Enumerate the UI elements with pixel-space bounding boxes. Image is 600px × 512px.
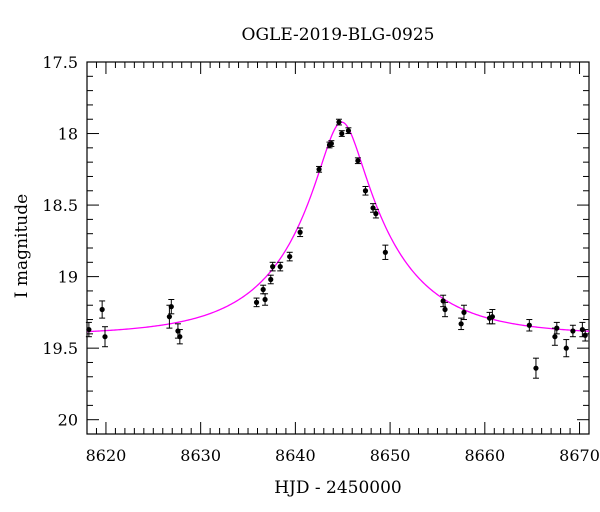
data-point (177, 334, 183, 340)
data-point (166, 314, 173, 320)
y-tick-label: 19.5 (42, 339, 78, 358)
plot-frame (86, 61, 590, 435)
data-point (253, 299, 260, 305)
tick-labels: 8620 8630 8640 8650 8660 8670 17.5 18 18.5 19 19.5… (42, 53, 600, 465)
data-point (533, 365, 539, 371)
data-point (260, 286, 266, 293)
data-point (570, 328, 576, 334)
y-tick-label: 19 (58, 268, 78, 287)
y-tick-label: 20 (58, 411, 78, 430)
data-point (336, 119, 342, 125)
data-point (526, 322, 532, 328)
data-point (382, 249, 388, 255)
chart-title: OGLE-2019-BLG-0925 (242, 25, 435, 45)
data-point (328, 140, 334, 147)
x-tick-label: 8670 (559, 446, 600, 465)
x-tick-label: 8660 (464, 446, 505, 465)
data-point (345, 128, 352, 134)
data-point (262, 296, 268, 303)
data-point (362, 188, 369, 194)
y-tick-label: 17.5 (42, 53, 78, 72)
data-point (582, 332, 588, 338)
x-tick-label: 8650 (370, 446, 411, 465)
data-point (86, 326, 92, 333)
y-tick-label: 18 (58, 125, 78, 144)
x-tick-label: 8640 (275, 446, 316, 465)
data-points (85, 118, 589, 379)
data-point (461, 309, 467, 315)
data-point (339, 130, 345, 137)
data-point (168, 304, 174, 310)
data-point (552, 334, 558, 340)
data-point (268, 276, 274, 283)
data-point (373, 211, 379, 217)
x-tick-label: 8620 (86, 446, 127, 465)
data-point (297, 229, 303, 235)
x-tick-label: 8630 (180, 446, 221, 465)
axis-ticks (86, 61, 590, 435)
data-point (554, 325, 560, 331)
data-point (99, 306, 105, 313)
data-point (458, 321, 464, 327)
data-point (442, 306, 448, 313)
data-point (270, 264, 276, 270)
y-axis-label: I magnitude (12, 194, 32, 298)
y-tick-label: 18.5 (42, 196, 78, 215)
model-curve (86, 121, 590, 333)
data-point (355, 158, 361, 164)
x-axis-label: HJD - 2450000 (274, 478, 402, 498)
data-point (489, 314, 495, 320)
data-point (277, 264, 283, 270)
data-point (316, 166, 322, 172)
data-point (563, 345, 569, 351)
data-point (287, 253, 293, 260)
data-point (102, 334, 108, 340)
